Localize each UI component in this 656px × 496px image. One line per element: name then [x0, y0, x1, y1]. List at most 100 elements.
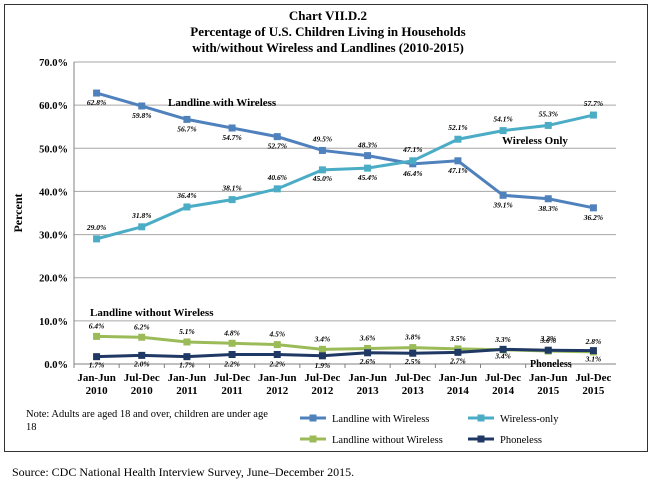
data-point	[364, 152, 372, 160]
data-point	[499, 191, 507, 199]
data-label: 31.8%	[131, 211, 151, 220]
data-point	[544, 346, 552, 354]
data-label: 29.0%	[86, 223, 106, 232]
data-point	[318, 345, 326, 353]
data-point	[589, 204, 597, 212]
data-label: 5.1%	[179, 327, 195, 336]
x-tick-label: Jan-Jun	[168, 372, 207, 384]
data-point	[138, 333, 146, 341]
data-point	[409, 344, 417, 352]
x-tick-label: Jul-Dec	[214, 372, 250, 384]
legend-label: Phoneless	[500, 435, 542, 446]
data-point	[454, 348, 462, 356]
data-label: 36.2%	[583, 213, 603, 222]
x-tick-label: Jan-Jun	[258, 372, 297, 384]
data-label: 45.0%	[312, 174, 332, 183]
data-point	[499, 345, 507, 353]
data-label: 49.5%	[312, 134, 332, 143]
data-label: 2.0%	[133, 359, 150, 368]
data-point	[138, 102, 146, 110]
data-label: 2.8%	[585, 337, 602, 346]
data-point	[183, 203, 191, 211]
data-label: 47.1%	[447, 166, 467, 175]
data-label: 2.6%	[359, 357, 376, 366]
x-tick-label: 2015	[537, 385, 560, 397]
data-label: 47.1%	[402, 145, 422, 154]
data-label: 3.6%	[359, 333, 376, 342]
data-point	[273, 133, 281, 141]
chart-title-line-1: Chart VII.D.2	[288, 8, 368, 23]
data-label: 1.7%	[179, 361, 195, 370]
data-label: 3.3%	[494, 335, 511, 344]
data-point	[93, 235, 101, 243]
data-point	[499, 127, 507, 135]
legend-label: Wireless-only	[500, 414, 559, 425]
chart-title-line-3: with/without Wireless and Landlines (201…	[192, 40, 464, 55]
legend-swatch-marker	[477, 414, 485, 422]
data-label: 3.2%	[539, 334, 556, 343]
y-tick-label: 40.0%	[39, 187, 68, 198]
x-tick-label: 2011	[221, 385, 242, 397]
x-tick-label: Jul-Dec	[485, 372, 521, 384]
legend-label: Landline with Wireless	[332, 414, 429, 425]
data-label: 55.3%	[539, 109, 558, 118]
x-tick-label: 2015	[582, 385, 605, 397]
data-label: 6.4%	[89, 321, 105, 330]
series-line	[96, 347, 594, 359]
data-point	[544, 121, 552, 129]
data-label: 57.7%	[584, 99, 603, 108]
data-label: 2.2%	[223, 360, 240, 369]
x-tick-label: 2010	[86, 385, 109, 397]
x-tick-label: Jul-Dec	[124, 372, 160, 384]
data-point	[544, 195, 552, 203]
data-label: 48.3%	[357, 141, 377, 150]
data-point	[364, 349, 372, 357]
data-label: 54.7%	[222, 133, 241, 142]
data-label: 38.1%	[221, 184, 241, 193]
legend-swatch-marker	[309, 414, 317, 422]
y-tick-label: 70.0%	[39, 58, 68, 69]
source-citation: Source: CDC National Health Interview Su…	[12, 465, 355, 479]
data-label: 39.1%	[492, 200, 512, 209]
data-point	[589, 347, 597, 355]
y-tick-label: 60.0%	[39, 101, 68, 112]
x-tick-label: 2012	[311, 385, 334, 397]
x-tick-label: 2013	[357, 385, 380, 397]
data-point	[364, 164, 372, 172]
data-point	[228, 196, 236, 204]
data-point	[183, 338, 191, 346]
data-point	[589, 111, 597, 119]
x-tick-label: Jul-Dec	[304, 372, 340, 384]
x-tick-label: Jan-Jun	[529, 372, 568, 384]
annotation-wireless-only: Wireless Only	[502, 135, 568, 147]
chart-title-line-2: Percentage of U.S. Children Living in Ho…	[190, 24, 466, 39]
data-point	[318, 146, 326, 154]
annotation-landline-with-wireless: Landline with Wireless	[168, 97, 277, 109]
data-label: 3.5%	[449, 334, 466, 343]
data-point	[364, 344, 372, 352]
data-label: 52.1%	[448, 123, 467, 132]
data-point	[273, 341, 281, 349]
data-label: 62.8%	[87, 98, 106, 107]
x-tick-label: 2014	[492, 385, 515, 397]
chart-note: Note: Adults are aged 18 and over, child…	[26, 409, 268, 433]
data-point	[183, 115, 191, 123]
legend-label: Landline without Wireless	[332, 435, 443, 446]
data-label: 3.0%	[539, 336, 556, 345]
data-label: 38.3%	[538, 204, 558, 213]
data-point	[138, 351, 146, 359]
chart-frame	[4, 4, 648, 452]
data-label: 3.4%	[494, 351, 511, 360]
legend-swatch-marker	[477, 435, 485, 443]
data-point	[138, 223, 146, 231]
series-line	[96, 113, 594, 241]
data-label: 1.9%	[315, 361, 331, 370]
data-point	[93, 89, 101, 97]
data-label: 3.4%	[314, 334, 331, 343]
data-label: 4.5%	[268, 330, 285, 339]
data-label: 2.2%	[268, 360, 285, 369]
x-tick-label: 2011	[176, 385, 197, 397]
data-point	[318, 166, 326, 174]
annotation-landline-without-wireless: Landline without Wireless	[90, 307, 214, 319]
